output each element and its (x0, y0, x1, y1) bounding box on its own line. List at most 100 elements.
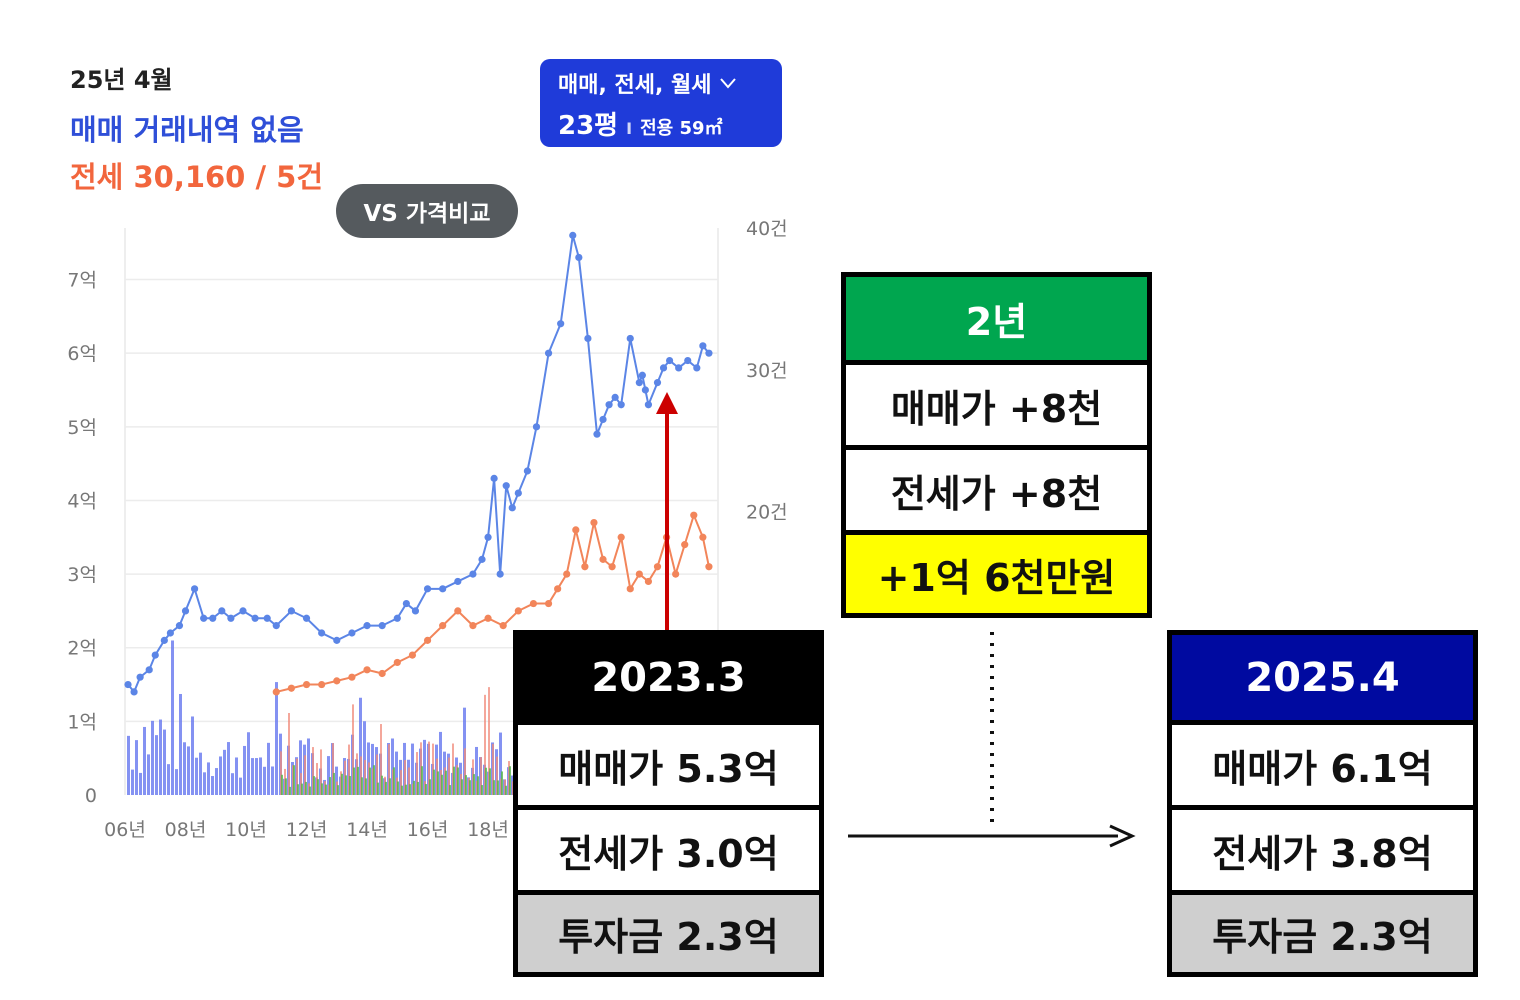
area-label: 전용 59㎡ (640, 118, 723, 139)
volume-bar (275, 682, 278, 795)
period-title: 2년 (846, 277, 1147, 365)
volume-bar (223, 749, 226, 795)
y-tick-label: 5억 (67, 417, 97, 439)
jeonse-price-point (626, 585, 634, 593)
sale-price-point (200, 614, 208, 622)
jeonse-price-point (672, 570, 680, 578)
volume-bar (432, 743, 434, 795)
jeonse-price-point (572, 526, 580, 534)
sale-price-point (605, 401, 613, 409)
volume-bar (477, 776, 479, 795)
volume-bar (389, 778, 391, 795)
right-tick-label: 40건 (746, 218, 788, 240)
chevron-down-icon (720, 78, 737, 89)
sale-price-point (699, 342, 707, 350)
sale-price-point (190, 585, 199, 593)
volume-bar (139, 772, 142, 795)
volume-bar (357, 766, 359, 795)
y-tick-label: 3억 (67, 564, 97, 586)
jeonse-price-point (484, 614, 492, 622)
x-tick-label: 14년 (346, 819, 388, 841)
end-jeonse: 전세가 3.8억 (1172, 810, 1473, 895)
volume-bar (425, 784, 427, 795)
pyeong-label: 23평 (558, 111, 619, 141)
jeonse-change: 전세가 +8천 (846, 450, 1147, 535)
sale-price-point (523, 467, 531, 475)
volume-bar (409, 784, 411, 795)
sale-price-point (348, 629, 356, 637)
sale-price-point (496, 570, 504, 578)
y-tick-label: 4억 (67, 490, 97, 512)
jeonse-price-point (608, 563, 616, 571)
volume-bar (408, 767, 410, 795)
volume-bar (388, 744, 390, 795)
end-title: 2025.4 (1172, 635, 1473, 725)
volume-bar (329, 777, 331, 795)
volume-bar (400, 770, 402, 795)
jeonse-price-point (333, 677, 341, 685)
volume-bar (159, 719, 162, 795)
sale-price-point (272, 622, 280, 630)
x-tick-label: 18년 (467, 819, 509, 841)
volume-bar (239, 777, 242, 795)
sale-price-point (575, 253, 583, 262)
x-tick-label: 06년 (104, 819, 146, 841)
volume-bar (131, 769, 134, 795)
y-tick-label: 2억 (67, 638, 97, 660)
sale-price-point (653, 379, 662, 387)
volume-bar (345, 775, 347, 795)
volume-bar (391, 738, 394, 795)
volume-bar (359, 697, 362, 795)
sale-price-point (478, 555, 486, 563)
volume-bar (271, 766, 274, 795)
jeonse-price-point (363, 666, 371, 674)
volume-bar (285, 778, 287, 795)
jeonse-price-point (554, 585, 562, 593)
deal-type-selector[interactable]: 매매, 전세, 월세 23평 I 전용 59㎡ (540, 59, 782, 147)
sale-price-point (318, 629, 326, 637)
volume-bar (309, 786, 311, 795)
sale-price-point (227, 614, 235, 622)
sale-price-point (514, 489, 522, 497)
volume-bar (363, 721, 366, 795)
x-tick-label: 16년 (407, 819, 449, 841)
sale-price-point (665, 356, 674, 365)
volume-bar (457, 767, 459, 795)
sale-price-point (557, 320, 565, 328)
volume-bar (281, 774, 283, 795)
volume-bar (349, 776, 351, 795)
sale-price-point (145, 666, 153, 674)
sale-price-point (532, 423, 541, 431)
volume-bar (191, 716, 194, 795)
volume-bar (397, 781, 399, 795)
volume-bar (175, 769, 178, 795)
volume-bar (416, 752, 418, 795)
volume-bar (151, 720, 154, 795)
volume-bar (439, 731, 442, 795)
volume-bar (365, 778, 367, 795)
volume-bar (341, 773, 343, 795)
sale-price-point (569, 231, 577, 239)
sale-price-point (469, 570, 477, 578)
jeonse-price-point (499, 622, 507, 630)
volume-bar (353, 767, 355, 795)
volume-bar (231, 773, 234, 795)
period-change-box: 2년 매매가 +8천 전세가 +8천 +1억 6천만원 (841, 272, 1152, 618)
deal-type-label: 매매, 전세, 월세 (558, 73, 712, 98)
jeonse-price-point (617, 533, 625, 541)
jeonse-price-point (644, 577, 653, 586)
volume-bar (301, 783, 303, 795)
total-change: +1억 6천만원 (846, 535, 1147, 613)
jeonse-price-point (423, 636, 432, 644)
sale-price-line (127, 235, 710, 694)
volume-bar (327, 756, 330, 795)
separator: I (626, 119, 633, 138)
compare-button[interactable]: VS 가격비교 (336, 184, 518, 238)
volume-bar (417, 781, 419, 795)
volume-bar (333, 772, 335, 795)
volume-bar (293, 765, 295, 795)
volume-bar (395, 751, 398, 795)
volume-bar (496, 756, 498, 795)
marker-arrow-head (656, 392, 678, 414)
